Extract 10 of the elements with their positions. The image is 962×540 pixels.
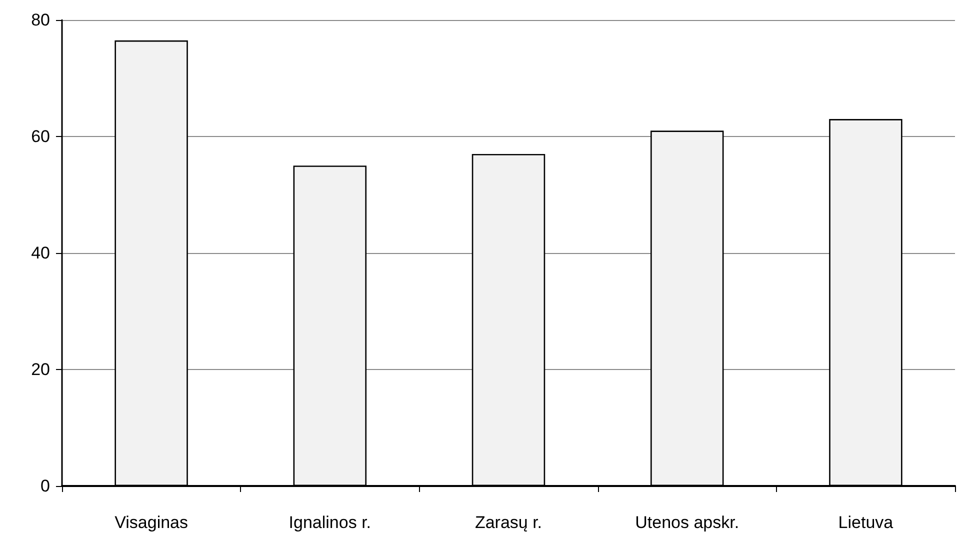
x-tick-label: Lietuva [838, 513, 894, 532]
x-tick-label: Visaginas [114, 513, 188, 532]
y-tick-label: 80 [31, 10, 50, 30]
x-tick-label: Zarasų r. [474, 513, 542, 532]
y-tick-label: 60 [31, 127, 50, 146]
x-tick-label: Ignalinos r. [288, 513, 372, 532]
x-tick-label: Utenos apskr. [635, 513, 740, 532]
y-tick-label: 40 [31, 244, 50, 262]
y-tick-label: 20 [31, 360, 50, 379]
y-tick-label: 0 [40, 476, 50, 496]
